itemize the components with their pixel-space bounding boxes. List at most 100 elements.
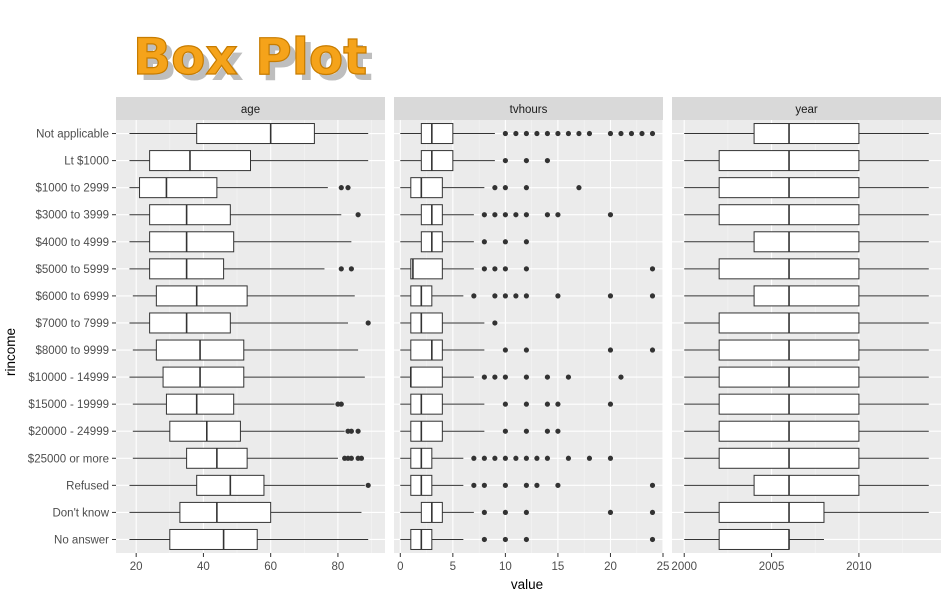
boxplot-tvhours-row xyxy=(400,177,582,199)
outlier-point xyxy=(523,130,529,137)
box-iqr xyxy=(410,366,443,388)
box-iqr xyxy=(179,501,272,523)
outlier-point xyxy=(586,130,593,137)
y-axis-tick-labels: Not applicable Lt $1000 $1000 to 2999 $3000… xyxy=(28,129,116,546)
y-tick-label: Lt $1000 xyxy=(64,156,109,168)
outlier-point xyxy=(544,212,551,218)
outlier-point xyxy=(481,509,487,516)
box-iqr xyxy=(155,285,248,307)
boxplot-tvhours-row xyxy=(400,150,551,172)
outlier-point xyxy=(365,320,371,326)
outlier-point xyxy=(523,509,529,516)
y-tick-label: $20000 - 24999 xyxy=(28,426,109,438)
boxplot-tvhours-row xyxy=(400,474,656,496)
outlier-point xyxy=(338,185,344,191)
boxplot-age-row xyxy=(129,123,369,145)
boxplot-age-row xyxy=(129,204,361,226)
x-tick-label: 5 xyxy=(450,561,456,573)
boxplot-year-row xyxy=(684,204,929,226)
boxplot-age-row xyxy=(132,339,359,361)
outlier-point xyxy=(576,185,582,191)
box-iqr xyxy=(169,528,258,550)
boxplot-year-row xyxy=(684,285,929,307)
outlier-point xyxy=(492,266,498,272)
outlier-point xyxy=(523,401,529,407)
y-tick-label: No answer xyxy=(54,534,109,546)
outlier-point xyxy=(544,157,551,164)
outlier-point xyxy=(471,293,477,299)
outlier-point xyxy=(544,374,551,380)
boxplot-year-row xyxy=(684,177,929,199)
outlier-point xyxy=(565,130,572,137)
outlier-point xyxy=(348,455,354,461)
outlier-point xyxy=(555,428,561,434)
outlier-point xyxy=(481,455,487,461)
box-iqr xyxy=(410,258,443,280)
x-tick-label: 15 xyxy=(552,561,565,573)
boxplot-year-row xyxy=(684,123,929,145)
outlier-point xyxy=(534,455,540,461)
box-iqr xyxy=(162,366,245,388)
outlier-point xyxy=(607,455,614,461)
outlier-point xyxy=(492,293,498,299)
box-iqr xyxy=(753,231,860,253)
outlier-point xyxy=(492,212,498,218)
outlier-point xyxy=(523,212,529,218)
outlier-point xyxy=(502,130,508,137)
outlier-point xyxy=(649,293,656,299)
boxplot-tvhours-row xyxy=(400,420,561,442)
y-tick-label: $1000 to 2999 xyxy=(35,183,109,195)
facet-strip-label: tvhours xyxy=(510,104,548,116)
outlier-point xyxy=(523,482,529,488)
outlier-point xyxy=(523,374,529,380)
outlier-point xyxy=(492,455,498,461)
outlier-point xyxy=(607,401,614,407)
boxplot-tvhours-row xyxy=(400,447,614,469)
boxplot-tvhours-row xyxy=(400,285,656,307)
outlier-point xyxy=(523,455,529,461)
boxplot-tvhours-row xyxy=(400,204,614,226)
outlier-point xyxy=(555,130,561,137)
outlier-point xyxy=(565,455,572,461)
outlier-point xyxy=(481,482,487,488)
outlier-point xyxy=(502,455,508,461)
box-iqr xyxy=(149,231,235,253)
box-iqr xyxy=(410,420,443,442)
outlier-point xyxy=(365,482,371,488)
box-iqr xyxy=(718,501,825,523)
y-tick-label: $8000 to 9999 xyxy=(35,345,109,357)
boxplot-age-row xyxy=(129,258,354,280)
y-tick-label: $4000 to 4999 xyxy=(35,237,109,249)
boxplot-year-row xyxy=(684,366,929,388)
y-axis-title: rincome xyxy=(3,328,18,376)
outlier-point xyxy=(358,455,365,461)
boxplot-tvhours-row xyxy=(400,393,614,415)
boxplot-tvhours-row xyxy=(400,258,656,280)
boxplot-age-row xyxy=(129,501,362,523)
outlier-point xyxy=(502,293,508,299)
boxplot-tvhours-row xyxy=(400,366,624,388)
outlier-point xyxy=(555,212,561,218)
boxplot-tvhours-row xyxy=(400,123,656,145)
outlier-point xyxy=(338,401,344,407)
outlier-point xyxy=(502,374,508,380)
boxplot-age-row xyxy=(129,150,369,172)
box-iqr xyxy=(753,474,860,496)
boxplot-year-row xyxy=(684,231,929,253)
box-iqr xyxy=(420,150,454,172)
outlier-point xyxy=(523,266,529,272)
y-tick-label: $5000 to 5999 xyxy=(35,264,109,276)
y-tick-label: Not applicable xyxy=(36,129,109,141)
x-tick-label: 60 xyxy=(264,561,277,573)
box-iqr xyxy=(718,528,790,550)
facet-panel-year: year 2000 2005 2010 xyxy=(671,97,941,573)
outlier-point xyxy=(502,266,508,272)
outlier-point xyxy=(565,374,572,380)
box-iqr xyxy=(420,123,454,145)
outlier-point xyxy=(481,212,487,218)
outlier-point xyxy=(544,401,551,407)
boxplot-age-row xyxy=(129,528,369,550)
boxplot-age-row xyxy=(129,366,365,388)
outlier-point xyxy=(586,455,593,461)
x-tick-label: 25 xyxy=(657,561,670,573)
